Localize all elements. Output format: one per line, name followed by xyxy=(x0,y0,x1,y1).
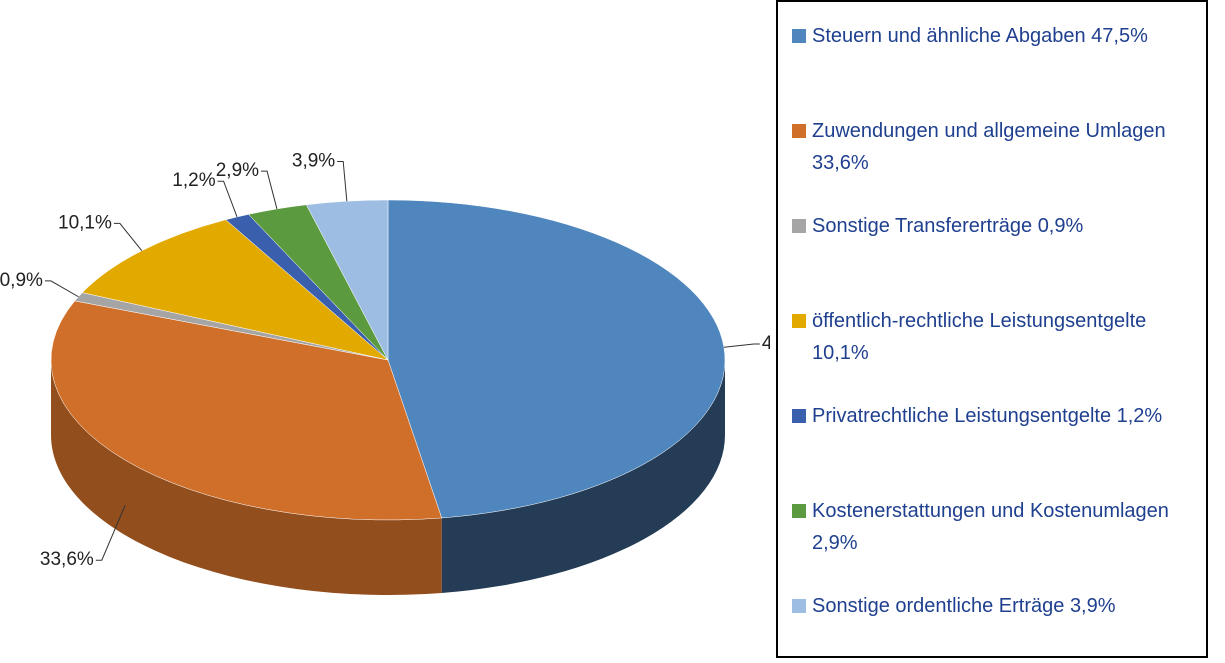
legend-text: öffentlich-rechtliche Leistungsentgelte … xyxy=(812,305,1206,369)
pie-area: 47,5% 33,6% 0,9% 10,1% 1,2%2,9% 3,9% xyxy=(0,151,816,595)
legend-item: Privatrechtliche Leistungsentgelte 1,2% xyxy=(792,400,1206,495)
leader-line xyxy=(723,343,760,348)
data-label: 1,2% xyxy=(172,170,215,191)
leader-line xyxy=(95,504,126,561)
legend: Steuern und ähnliche Abgaben 47,5% Zuwend… xyxy=(776,0,1208,658)
legend-label: Privatrechtliche Leistungsentgelte xyxy=(812,405,1112,427)
legend-label: Sonstige Transfererträge xyxy=(812,215,1033,237)
legend-text: Sonstige Transfererträge 0,9% xyxy=(812,210,1083,242)
legend-value: 2,9% xyxy=(812,532,858,554)
legend-label: Zuwendungen und allgemeine Umlagen xyxy=(812,120,1166,142)
legend-item: öffentlich-rechtliche Leistungsentgelte … xyxy=(792,305,1206,400)
legend-item: Sonstige ordentliche Erträge 3,9% xyxy=(792,590,1206,663)
legend-value: 0,9% xyxy=(1037,215,1084,237)
slice xyxy=(50,300,443,521)
legend-text: Sonstige ordentliche Erträge 3,9% xyxy=(812,590,1116,622)
data-label: 10,1% xyxy=(58,212,112,233)
legend-swatch xyxy=(792,504,806,518)
data-label: 33,6% xyxy=(40,549,94,570)
leader-line xyxy=(44,280,79,298)
leader-line xyxy=(113,222,143,252)
legend-value: 33,6% xyxy=(812,152,869,174)
legend-label: Kostenerstattungen und Kostenumlagen xyxy=(812,500,1169,522)
legend-item: Sonstige Transfererträge 0,9% xyxy=(792,210,1206,305)
legend-value: 3,9% xyxy=(1069,595,1116,617)
legend-swatch xyxy=(792,409,806,423)
legend-swatch xyxy=(792,124,806,138)
legend-label: Sonstige ordentliche Erträge xyxy=(812,595,1065,617)
legend-text: Privatrechtliche Leistungsentgelte 1,2% xyxy=(812,400,1162,432)
legend-label: öffentlich-rechtliche Leistungsentgelte xyxy=(812,310,1147,332)
legend-label: Steuern und ähnliche Abgaben xyxy=(812,25,1086,47)
legend-item: Kostenerstattungen und Kostenumlagen 2,9… xyxy=(792,495,1206,590)
legend-swatch xyxy=(792,29,806,43)
leader-line xyxy=(337,160,348,202)
legend-text: Zuwendungen und allgemeine Umlagen 33,6% xyxy=(812,115,1206,179)
data-label: 47,5% xyxy=(762,333,770,354)
data-label: 2,9% xyxy=(216,160,259,181)
data-label: 3,9% xyxy=(292,151,335,172)
legend-swatch xyxy=(792,314,806,328)
legend-text: Steuern und ähnliche Abgaben 47,5% xyxy=(812,20,1148,52)
legend-value: 1,2% xyxy=(1116,405,1163,427)
legend-value: 47,5% xyxy=(1091,25,1148,47)
slice-side xyxy=(441,360,725,593)
legend-value: 10,1% xyxy=(812,342,869,364)
leader-line xyxy=(261,170,278,210)
legend-swatch xyxy=(792,599,806,613)
legend-item: Zuwendungen und allgemeine Umlagen 33,6% xyxy=(792,115,1206,210)
leader-line xyxy=(217,180,238,218)
data-label: 0,9% xyxy=(0,270,43,291)
legend-swatch xyxy=(792,219,806,233)
legend-item: Steuern und ähnliche Abgaben 47,5% xyxy=(792,20,1206,115)
slice-side xyxy=(51,360,442,595)
legend-text: Kostenerstattungen und Kostenumlagen 2,9… xyxy=(812,495,1206,559)
